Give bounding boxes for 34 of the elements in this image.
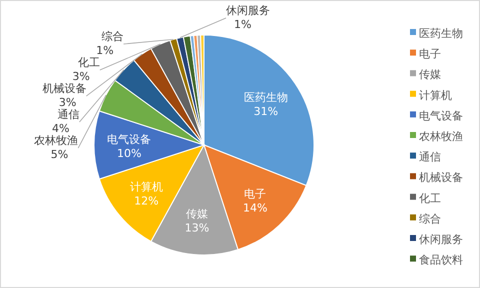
legend-label: 机械设备 [419, 171, 463, 184]
data-label: 14% [242, 202, 268, 215]
legend-label: 综合 [419, 212, 441, 226]
data-label: 3% [58, 96, 76, 110]
slice-label: 医药生物 [244, 90, 288, 104]
slice-label: 传媒 [186, 207, 208, 220]
data-label: 4% [52, 122, 70, 136]
data-label: 3% [72, 70, 90, 84]
data-label: 5% [50, 148, 68, 162]
legend-label: 医药生物 [419, 27, 463, 40]
legend-label: 农林牧渔 [419, 130, 463, 143]
slice-label: 通信 [57, 108, 80, 122]
slice-label: 综合 [102, 30, 124, 44]
legend-label: 电子 [419, 48, 441, 61]
legend-label: 化工 [419, 192, 441, 205]
legend-label: 电气设备 [419, 109, 463, 122]
data-label: 13% [184, 221, 210, 234]
slice-label: 休闲服务 [226, 4, 270, 18]
data-label: 1% [234, 18, 252, 32]
slice-label: 机械设备 [42, 82, 86, 96]
data-label: 1% [96, 44, 114, 58]
legend-label: 计算机 [419, 88, 452, 102]
slice-label: 农林牧渔 [34, 134, 78, 148]
legend-label: 休闲服务 [419, 233, 463, 246]
slice-label: 计算机 [130, 180, 163, 194]
legend-label: 通信 [419, 150, 441, 164]
slice-label: 电子 [244, 188, 266, 201]
slice-label: 电气设备 [107, 133, 152, 146]
data-label: 10% [116, 147, 142, 160]
data-label: 31% [254, 104, 278, 118]
data-label: 12% [134, 194, 159, 208]
slice-label: 化工 [78, 56, 100, 70]
legend-label: 传媒 [419, 68, 441, 82]
legend-label: 食品饮料 [419, 254, 463, 267]
